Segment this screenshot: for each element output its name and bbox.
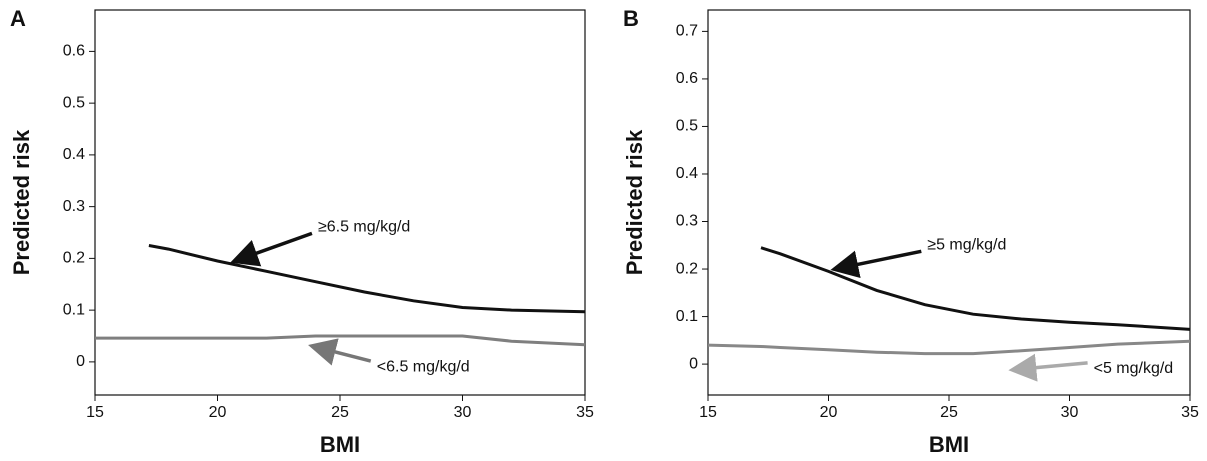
annotation: <5 mg/kg/d: [1094, 360, 1174, 377]
x-tick-label: 35: [576, 404, 594, 421]
x-tick-label: 15: [699, 404, 717, 421]
y-tick-label: 0: [76, 353, 85, 370]
y-axis-label: Predicted risk: [9, 129, 34, 275]
x-axis-label: BMI: [320, 432, 360, 457]
y-tick-label: 0.2: [63, 250, 85, 267]
annotation-arrow: [230, 231, 313, 267]
y-tick-label: 0.3: [63, 198, 85, 215]
series-line: [148, 244, 586, 314]
annotation: ≥6.5 mg/kg/d: [318, 219, 410, 236]
x-tick-label: 15: [86, 404, 104, 421]
y-tick-label: 0: [689, 355, 698, 372]
series-line: [760, 246, 1191, 331]
x-tick-label: 25: [940, 404, 958, 421]
x-tick-label: 20: [209, 404, 227, 421]
y-tick-label: 0.5: [63, 94, 85, 111]
series-line: [707, 339, 1191, 356]
x-tick-label: 25: [331, 404, 349, 421]
y-tick-label: 0.1: [63, 301, 85, 318]
y-tick-label: 0.1: [676, 308, 698, 325]
y-tick-label: 0.3: [676, 213, 698, 230]
y-tick-label: 0.2: [676, 260, 698, 277]
panel-label: B: [623, 6, 639, 31]
plot-frame: [707, 9, 1191, 396]
y-tick-label: 0.6: [676, 70, 698, 87]
x-tick-label: 35: [1181, 404, 1199, 421]
y-tick-label: 0.4: [63, 146, 85, 163]
annotation: ≥5 mg/kg/d: [927, 236, 1006, 253]
x-tick-label: 20: [820, 404, 838, 421]
x-axis-label: BMI: [929, 432, 969, 457]
series-line: [95, 334, 586, 347]
panel-label: A: [10, 6, 26, 31]
y-axis-label: Predicted risk: [622, 129, 647, 275]
y-tick-label: 0.6: [63, 43, 85, 60]
y-tick-label: 0.4: [676, 165, 698, 182]
annotation-arrow: [830, 249, 922, 279]
annotation-arrow: [1008, 353, 1088, 382]
x-tick-label: 30: [454, 404, 472, 421]
y-tick-label: 0.5: [676, 118, 698, 135]
annotation-arrow: [308, 338, 372, 366]
annotation: <6.5 mg/kg/d: [377, 358, 470, 375]
y-tick-label: 0.7: [676, 23, 698, 40]
x-tick-label: 30: [1061, 404, 1079, 421]
